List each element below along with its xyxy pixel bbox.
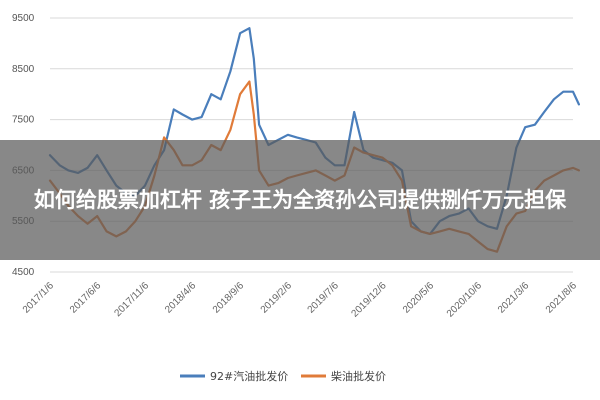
legend: 92#汽油批发价 柴油批发价: [180, 369, 386, 383]
y-tick-label: 8500: [12, 64, 35, 75]
x-tick-label: 2019/2/6: [259, 280, 295, 316]
y-tick-label: 7500: [12, 115, 35, 126]
x-tick-label: 2017/11/6: [112, 280, 151, 319]
legend-label: 柴油批发价: [331, 369, 386, 383]
x-axis-tick-labels: 2017/1/6 2017/6/6 2017/11/6 2018/4/6 2018/9/…: [21, 280, 580, 320]
y-tick-label: 9500: [12, 13, 35, 24]
x-tick-label: 2021/8/6: [544, 280, 580, 316]
x-tick-label: 2017/1/6: [21, 280, 57, 316]
legend-label: 92#汽油批发价: [210, 369, 288, 383]
article-headline: 如何给股票加杠杆 孩子王为全资孙公司提供捌仟万元担保: [33, 187, 567, 212]
x-tick-label: 2021/3/6: [496, 280, 532, 316]
x-tick-label: 2019/7/6: [306, 280, 342, 316]
y-tick-label: 4500: [12, 267, 35, 278]
x-tick-label: 2017/6/6: [68, 280, 104, 316]
headline-banner: 如何给股票加杠杆 孩子王为全资孙公司提供捌仟万元担保: [0, 140, 600, 260]
x-tick-label: 2019/12/6: [349, 280, 389, 320]
x-tick-label: 2020/10/6: [445, 280, 485, 320]
x-tick-label: 2018/4/6: [163, 280, 199, 316]
x-tick-label: 2020/5/6: [401, 280, 437, 316]
x-tick-label: 2018/9/6: [211, 280, 247, 316]
